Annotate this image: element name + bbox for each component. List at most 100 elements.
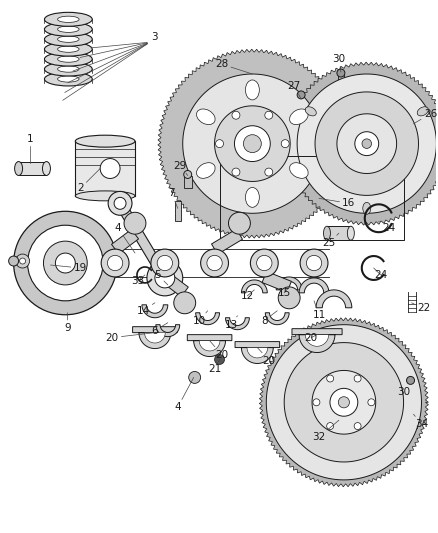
Circle shape: [251, 249, 278, 277]
Text: 29: 29: [173, 160, 188, 175]
Circle shape: [9, 256, 18, 266]
Circle shape: [43, 241, 87, 285]
Circle shape: [174, 292, 196, 314]
Circle shape: [155, 268, 175, 288]
Circle shape: [151, 249, 179, 277]
Circle shape: [281, 140, 289, 148]
Ellipse shape: [290, 109, 308, 125]
Text: 24: 24: [379, 221, 395, 233]
Ellipse shape: [57, 46, 79, 52]
Ellipse shape: [42, 161, 50, 175]
Circle shape: [313, 399, 320, 406]
Text: 9: 9: [64, 313, 71, 333]
Ellipse shape: [305, 107, 316, 116]
Text: 2: 2: [77, 168, 100, 193]
Text: 13: 13: [225, 316, 238, 330]
Text: 24: 24: [374, 268, 387, 280]
Text: 20: 20: [210, 341, 228, 360]
Polygon shape: [154, 272, 182, 286]
Circle shape: [124, 212, 146, 234]
Text: 5: 5: [155, 270, 168, 285]
Circle shape: [101, 249, 129, 277]
Ellipse shape: [57, 36, 79, 42]
Text: 8: 8: [261, 311, 277, 326]
Ellipse shape: [324, 226, 330, 240]
Polygon shape: [276, 277, 302, 290]
Circle shape: [355, 132, 379, 156]
Polygon shape: [316, 290, 352, 308]
Ellipse shape: [45, 52, 92, 66]
Text: 4: 4: [115, 223, 135, 253]
Ellipse shape: [57, 56, 79, 62]
Text: 14: 14: [136, 303, 155, 316]
Text: 20: 20: [304, 333, 318, 343]
Circle shape: [14, 211, 117, 315]
Polygon shape: [266, 325, 421, 480]
Polygon shape: [175, 201, 181, 221]
Circle shape: [229, 212, 251, 234]
Text: 33: 33: [131, 275, 145, 286]
Text: 20: 20: [258, 348, 276, 366]
Polygon shape: [142, 305, 168, 318]
Text: 20: 20: [106, 333, 155, 343]
Text: 30: 30: [397, 384, 410, 397]
Circle shape: [307, 255, 321, 271]
Circle shape: [55, 253, 75, 273]
Circle shape: [207, 255, 222, 271]
Ellipse shape: [363, 203, 371, 214]
Polygon shape: [315, 92, 418, 196]
Polygon shape: [161, 272, 188, 297]
Polygon shape: [259, 318, 428, 487]
Circle shape: [215, 354, 225, 365]
Ellipse shape: [57, 26, 79, 33]
Circle shape: [244, 135, 261, 152]
Ellipse shape: [45, 12, 92, 26]
Text: 34: 34: [413, 414, 428, 429]
Ellipse shape: [45, 32, 92, 46]
Circle shape: [362, 139, 371, 148]
Polygon shape: [212, 229, 243, 254]
Text: 19: 19: [50, 263, 87, 273]
Polygon shape: [262, 271, 291, 293]
Circle shape: [354, 375, 361, 382]
Polygon shape: [297, 74, 436, 213]
Circle shape: [330, 389, 358, 416]
Text: 27: 27: [287, 81, 301, 99]
Circle shape: [20, 258, 25, 264]
Circle shape: [100, 159, 120, 179]
Text: 7: 7: [169, 188, 178, 208]
Polygon shape: [299, 278, 329, 293]
Circle shape: [184, 171, 192, 179]
Text: 10: 10: [193, 311, 208, 326]
Ellipse shape: [45, 22, 92, 36]
Polygon shape: [285, 62, 438, 225]
Circle shape: [16, 254, 29, 268]
Text: 3: 3: [152, 32, 158, 42]
Bar: [327, 226, 351, 240]
Circle shape: [265, 168, 273, 176]
Text: 32: 32: [312, 420, 339, 442]
Polygon shape: [112, 229, 138, 254]
Polygon shape: [241, 280, 267, 293]
Ellipse shape: [45, 42, 92, 56]
Text: 6: 6: [152, 322, 168, 336]
Circle shape: [327, 375, 334, 382]
Polygon shape: [133, 327, 177, 349]
Bar: [219, 156, 403, 240]
Ellipse shape: [57, 66, 79, 72]
Polygon shape: [312, 370, 376, 434]
Ellipse shape: [290, 163, 308, 179]
Polygon shape: [265, 313, 289, 325]
Ellipse shape: [14, 161, 23, 175]
Ellipse shape: [197, 163, 215, 179]
Polygon shape: [199, 341, 220, 351]
Circle shape: [107, 255, 123, 271]
Text: 16: 16: [319, 198, 356, 208]
Polygon shape: [337, 114, 396, 173]
Ellipse shape: [45, 72, 92, 86]
Polygon shape: [158, 49, 347, 238]
Circle shape: [406, 376, 414, 384]
Polygon shape: [187, 335, 232, 357]
Text: 26: 26: [413, 109, 437, 124]
Text: 30: 30: [332, 54, 346, 72]
